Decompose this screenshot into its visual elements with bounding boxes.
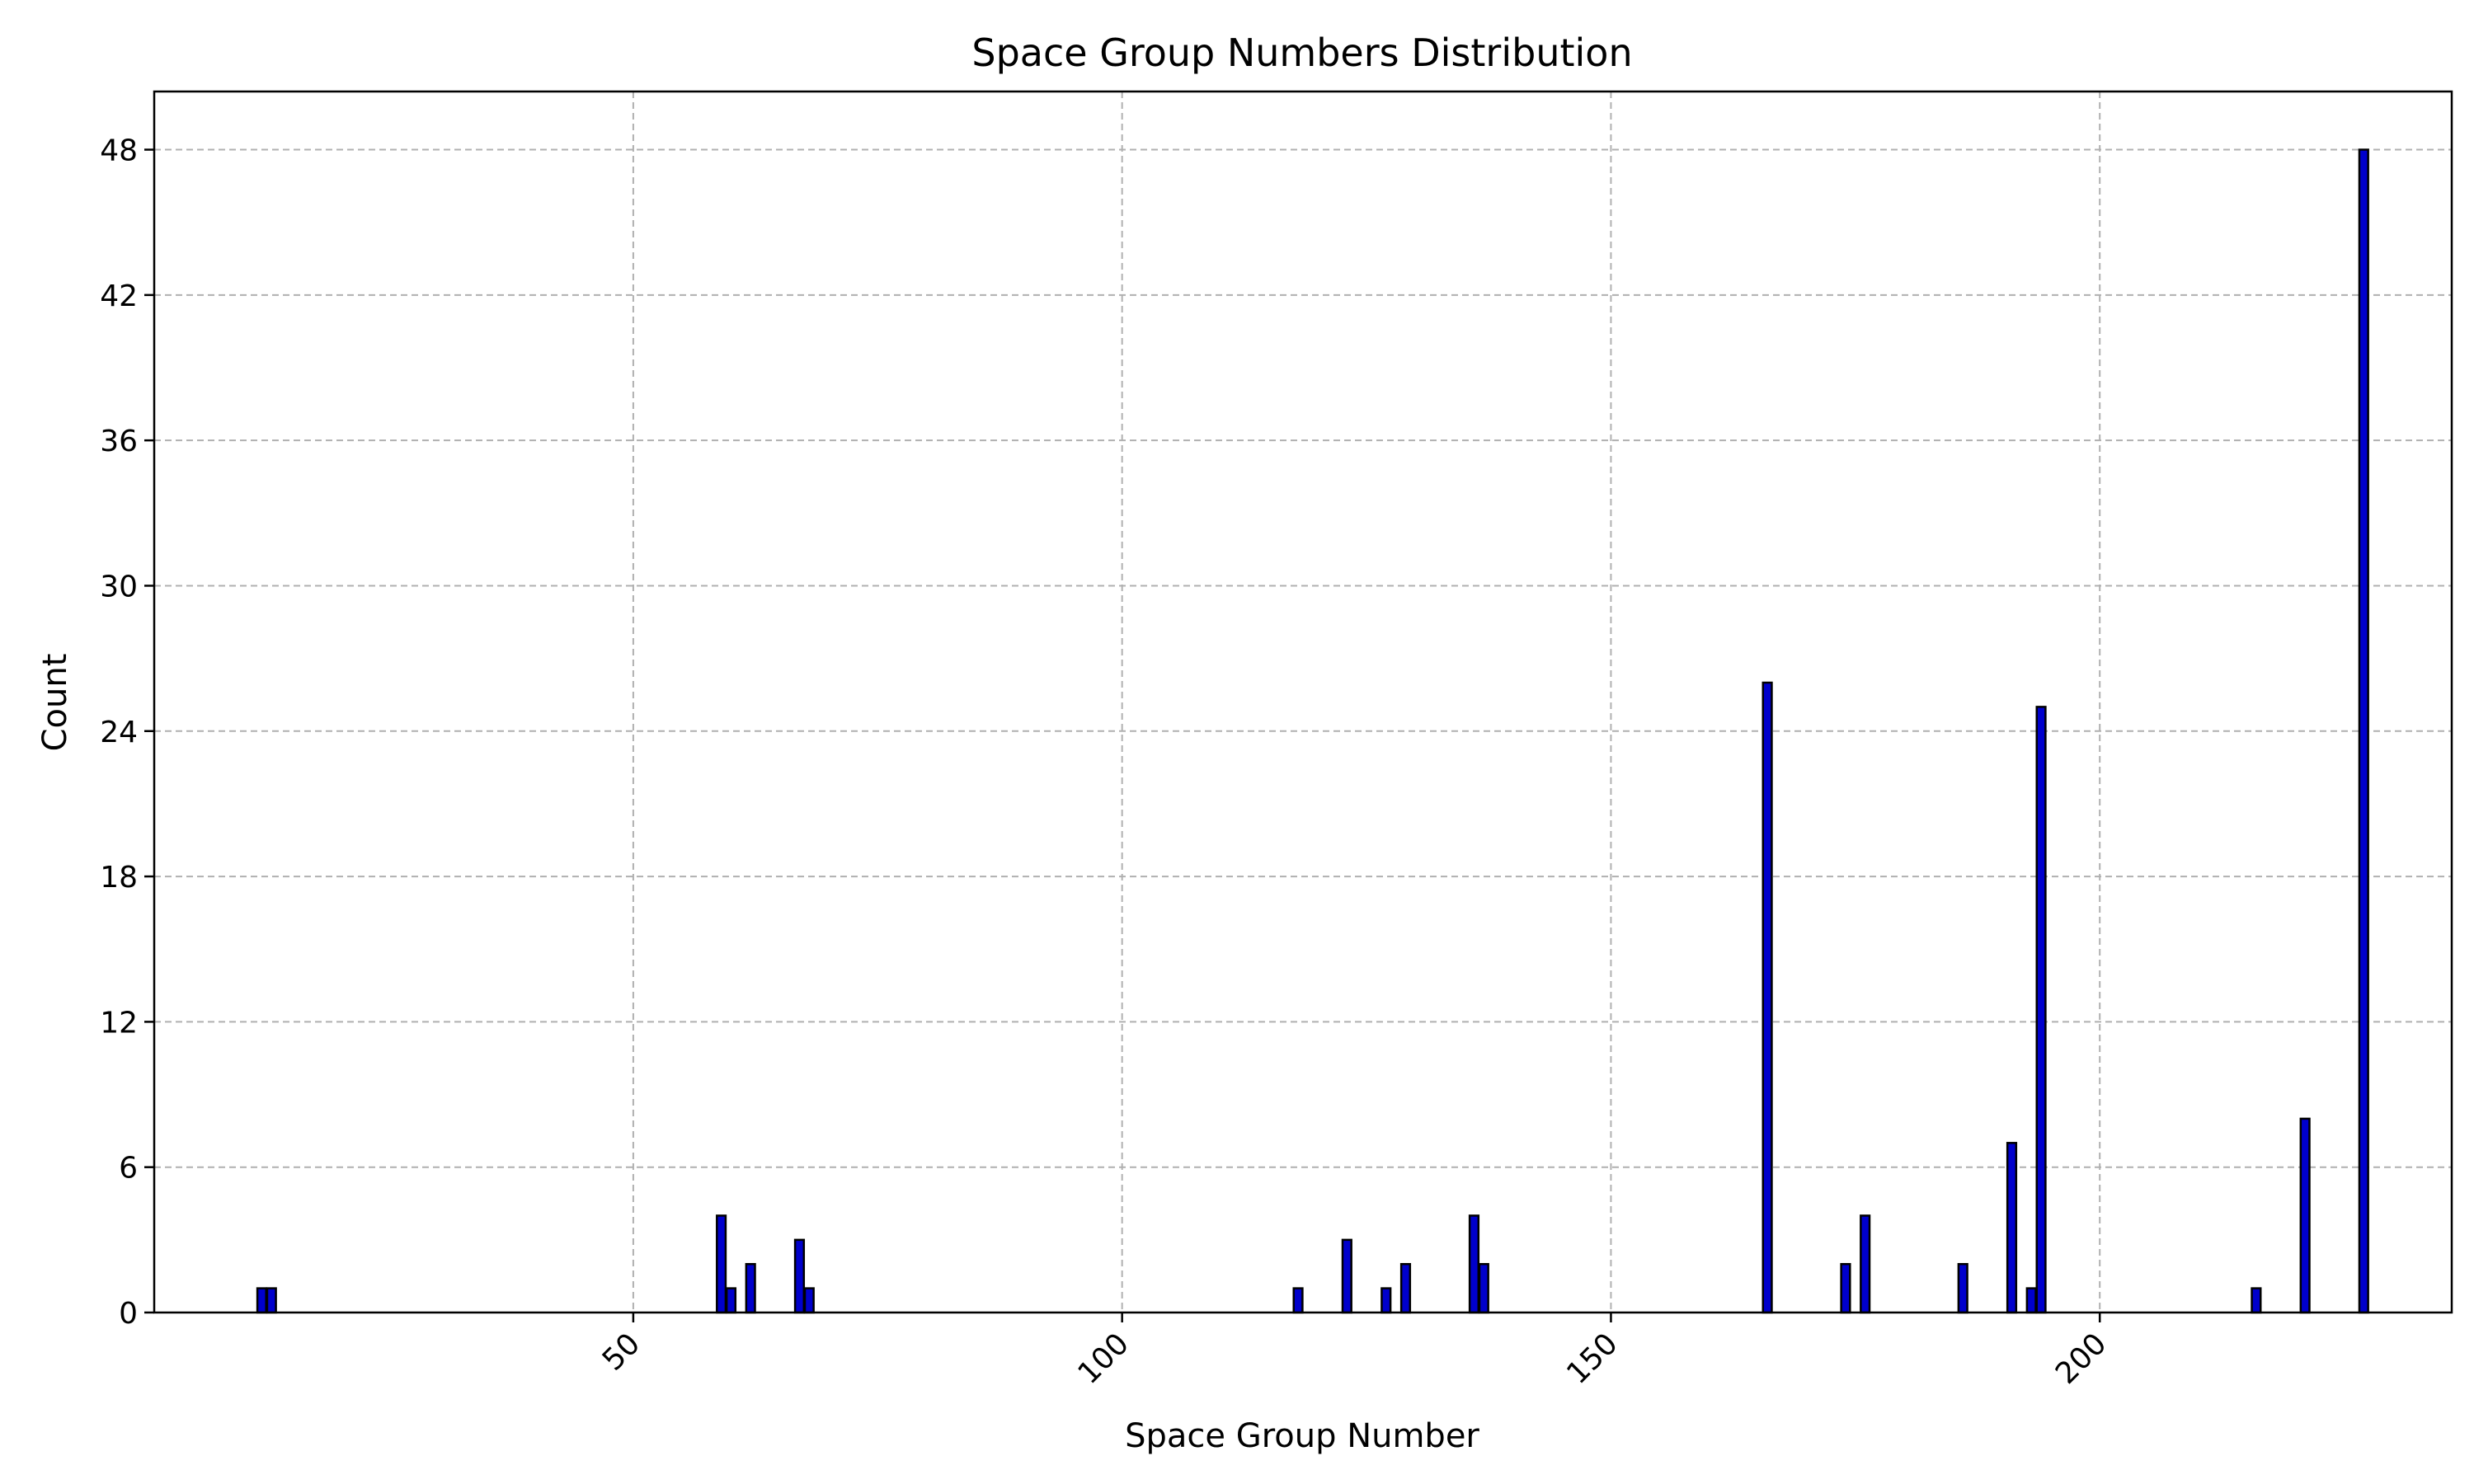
bar-67 (793, 1238, 806, 1314)
grid-lines (154, 92, 2452, 1313)
plot-frame (153, 90, 2453, 1314)
bar-129 (1399, 1262, 1412, 1314)
bar-227 (2358, 148, 2369, 1314)
bar-216 (2251, 1287, 2262, 1314)
x-tick-label: 150 (1560, 1327, 1625, 1391)
y-tick-label: 36 (100, 425, 138, 458)
bar-186 (1957, 1262, 1968, 1314)
x-ticks: 50 100 150 200 (596, 1313, 2114, 1391)
bar-136 (1468, 1214, 1480, 1314)
y-tick-label: 6 (119, 1152, 138, 1186)
x-axis-label: Space Group Number (1125, 1417, 1479, 1455)
bar-127 (1380, 1287, 1392, 1314)
bar-191 (2006, 1142, 2018, 1314)
bars (256, 148, 2369, 1314)
y-ticks: 0 6 12 18 24 30 36 42 48 (100, 134, 154, 1331)
chart-title: Space Group Numbers Distribution (971, 31, 1632, 75)
bar-62 (745, 1262, 756, 1314)
bar-176 (1860, 1214, 1871, 1314)
y-tick-label: 18 (100, 861, 138, 895)
y-tick-label: 12 (100, 1006, 138, 1040)
bar-68 (803, 1287, 815, 1314)
y-tick-label: 48 (100, 134, 138, 168)
y-tick-label: 24 (100, 716, 138, 749)
y-tick-label: 0 (119, 1297, 138, 1331)
bar-193 (2025, 1287, 2037, 1314)
bar-60 (725, 1287, 737, 1314)
bar-221 (2299, 1117, 2311, 1314)
bar-12 (256, 1287, 267, 1314)
bar-194 (2035, 706, 2047, 1314)
x-tick-label: 200 (2049, 1327, 2114, 1391)
x-tick-label: 50 (596, 1327, 647, 1377)
bar-118 (1292, 1287, 1304, 1314)
bar-123 (1341, 1238, 1352, 1314)
bar-166 (1761, 681, 1773, 1314)
bar-13 (266, 1287, 277, 1314)
x-tick-label: 100 (1071, 1327, 1136, 1391)
bar-174 (1840, 1262, 1851, 1314)
bar-137 (1478, 1262, 1489, 1314)
y-tick-label: 30 (100, 570, 138, 603)
y-tick-label: 42 (100, 279, 138, 313)
bar-59 (716, 1214, 727, 1314)
y-axis-label: Count (36, 654, 74, 752)
